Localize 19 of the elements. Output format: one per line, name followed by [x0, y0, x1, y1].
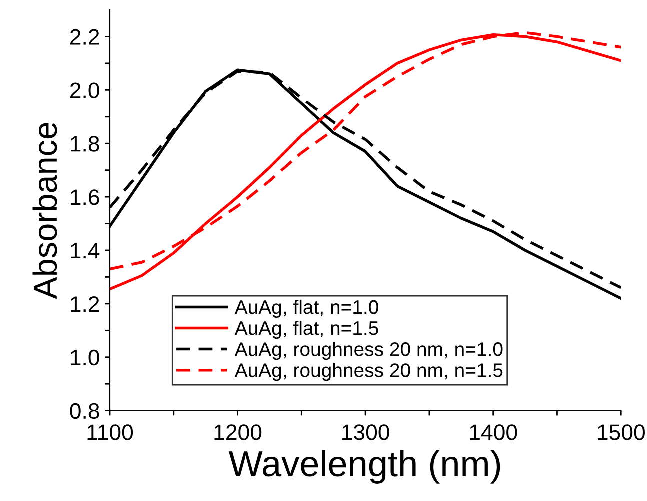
y-tick-label: 2.2 [70, 29, 100, 45]
legend-label: AuAg, roughness 20 nm, n=1.5 [234, 363, 503, 382]
x-tick-label: 1400 [470, 424, 518, 440]
x-axis-title: Wavelength (nm) [228, 450, 500, 484]
legend-label: AuAg, flat, n=1.0 [234, 300, 378, 318]
y-tick-label: 1.0 [71, 350, 100, 366]
y-tick-label: 1.6 [71, 190, 100, 206]
x-tick-label: 1100 [88, 424, 134, 440]
x-tick-label: 1500 [598, 424, 645, 440]
x-tick-label: 1200 [214, 424, 262, 440]
legend-label: AuAg, flat, n=1.5 [234, 320, 378, 340]
y-tick-label: 0.8 [70, 403, 100, 420]
y-tick-label: 1.2 [71, 296, 100, 312]
x-tick-label: 1300 [342, 424, 390, 440]
y-tick-label: 2.0 [70, 82, 100, 98]
y-axis-title: Absorbance [32, 122, 58, 300]
y-tick-label: 1.8 [71, 136, 100, 152]
y-tick-label: 1.4 [71, 243, 100, 259]
legend-label: AuAg, roughness 20 nm, n=1.0 [234, 342, 503, 360]
